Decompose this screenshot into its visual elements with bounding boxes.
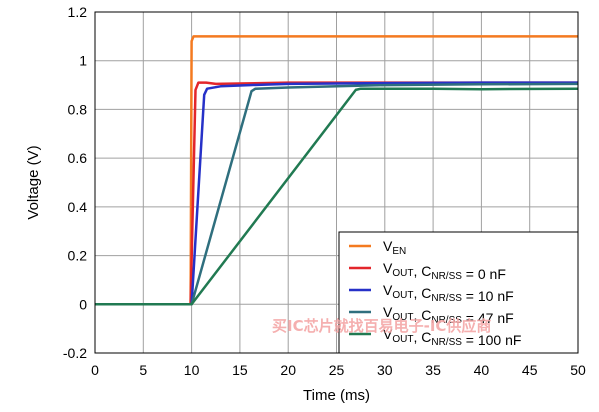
x-tick-label: 35 (425, 362, 441, 378)
series-line-4 (95, 82, 579, 306)
x-tick-label: 0 (91, 362, 99, 378)
legend-label: VOUT, CNR/SS = 0 nF (383, 260, 506, 282)
y-tick-label: 1.2 (68, 4, 88, 20)
y-tick-label: 0.8 (68, 101, 88, 117)
x-tick-label: 50 (570, 362, 586, 378)
y-tick-label: 1 (79, 53, 87, 69)
legend-label: VOUT, CNR/SS = 47 nF (383, 304, 514, 326)
y-tick-label: 0 (79, 296, 87, 312)
plot-frame (94, 11, 579, 354)
x-tick-label: 45 (522, 362, 538, 378)
y-tick-label: 0.4 (68, 199, 88, 215)
legend-label: VOUT, CNR/SS = 10 nF (383, 282, 514, 304)
x-tick-label: 15 (232, 362, 248, 378)
legend-label: VEN (383, 238, 406, 257)
x-tick-label: 30 (377, 362, 393, 378)
series-group (95, 35, 579, 306)
x-tick-label: 10 (184, 362, 200, 378)
y-tick-label: -0.2 (63, 345, 87, 361)
y-tick-labels: -0.2 0 0.2 0.4 0.6 0.8 1 1.2 (63, 4, 87, 361)
x-tick-label: 20 (280, 362, 296, 378)
series-line-5 (95, 87, 579, 306)
x-tick-label: 40 (474, 362, 490, 378)
y-tick-label: 0.6 (68, 150, 88, 166)
series-line-3 (95, 81, 578, 306)
y-tick-label: 0.2 (68, 248, 88, 264)
x-tick-label: 5 (139, 362, 147, 378)
legend-label: VOUT, CNR/SS = 100 nF (383, 326, 521, 348)
x-tick-label: 25 (329, 362, 345, 378)
y-axis-label: Voltage (V) (25, 145, 42, 219)
x-tick-labels: 0 5 10 15 20 25 30 35 40 45 50 (91, 362, 586, 378)
legend-box (338, 231, 579, 354)
x-axis-label: Time (ms) (303, 387, 370, 404)
watermark-text: 买IC芯片就找百易电子-IC供应商 (272, 317, 491, 335)
